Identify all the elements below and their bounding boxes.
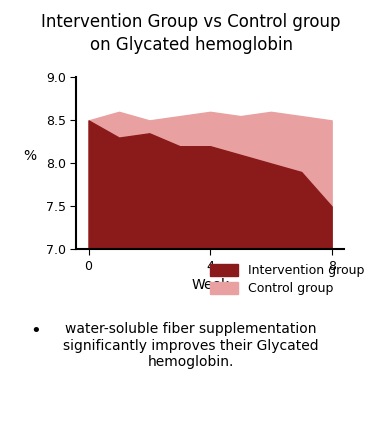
Legend: Intervention group, Control group: Intervention group, Control group: [210, 264, 364, 295]
Text: Intervention Group vs Control group
on Glycated hemoglobin: Intervention Group vs Control group on G…: [41, 13, 341, 55]
Text: •: •: [31, 322, 41, 341]
Y-axis label: %: %: [23, 149, 36, 163]
X-axis label: Week: Week: [191, 278, 229, 292]
Text: water-soluble fiber supplementation
significantly improves their Glycated
hemogl: water-soluble fiber supplementation sign…: [63, 322, 319, 369]
